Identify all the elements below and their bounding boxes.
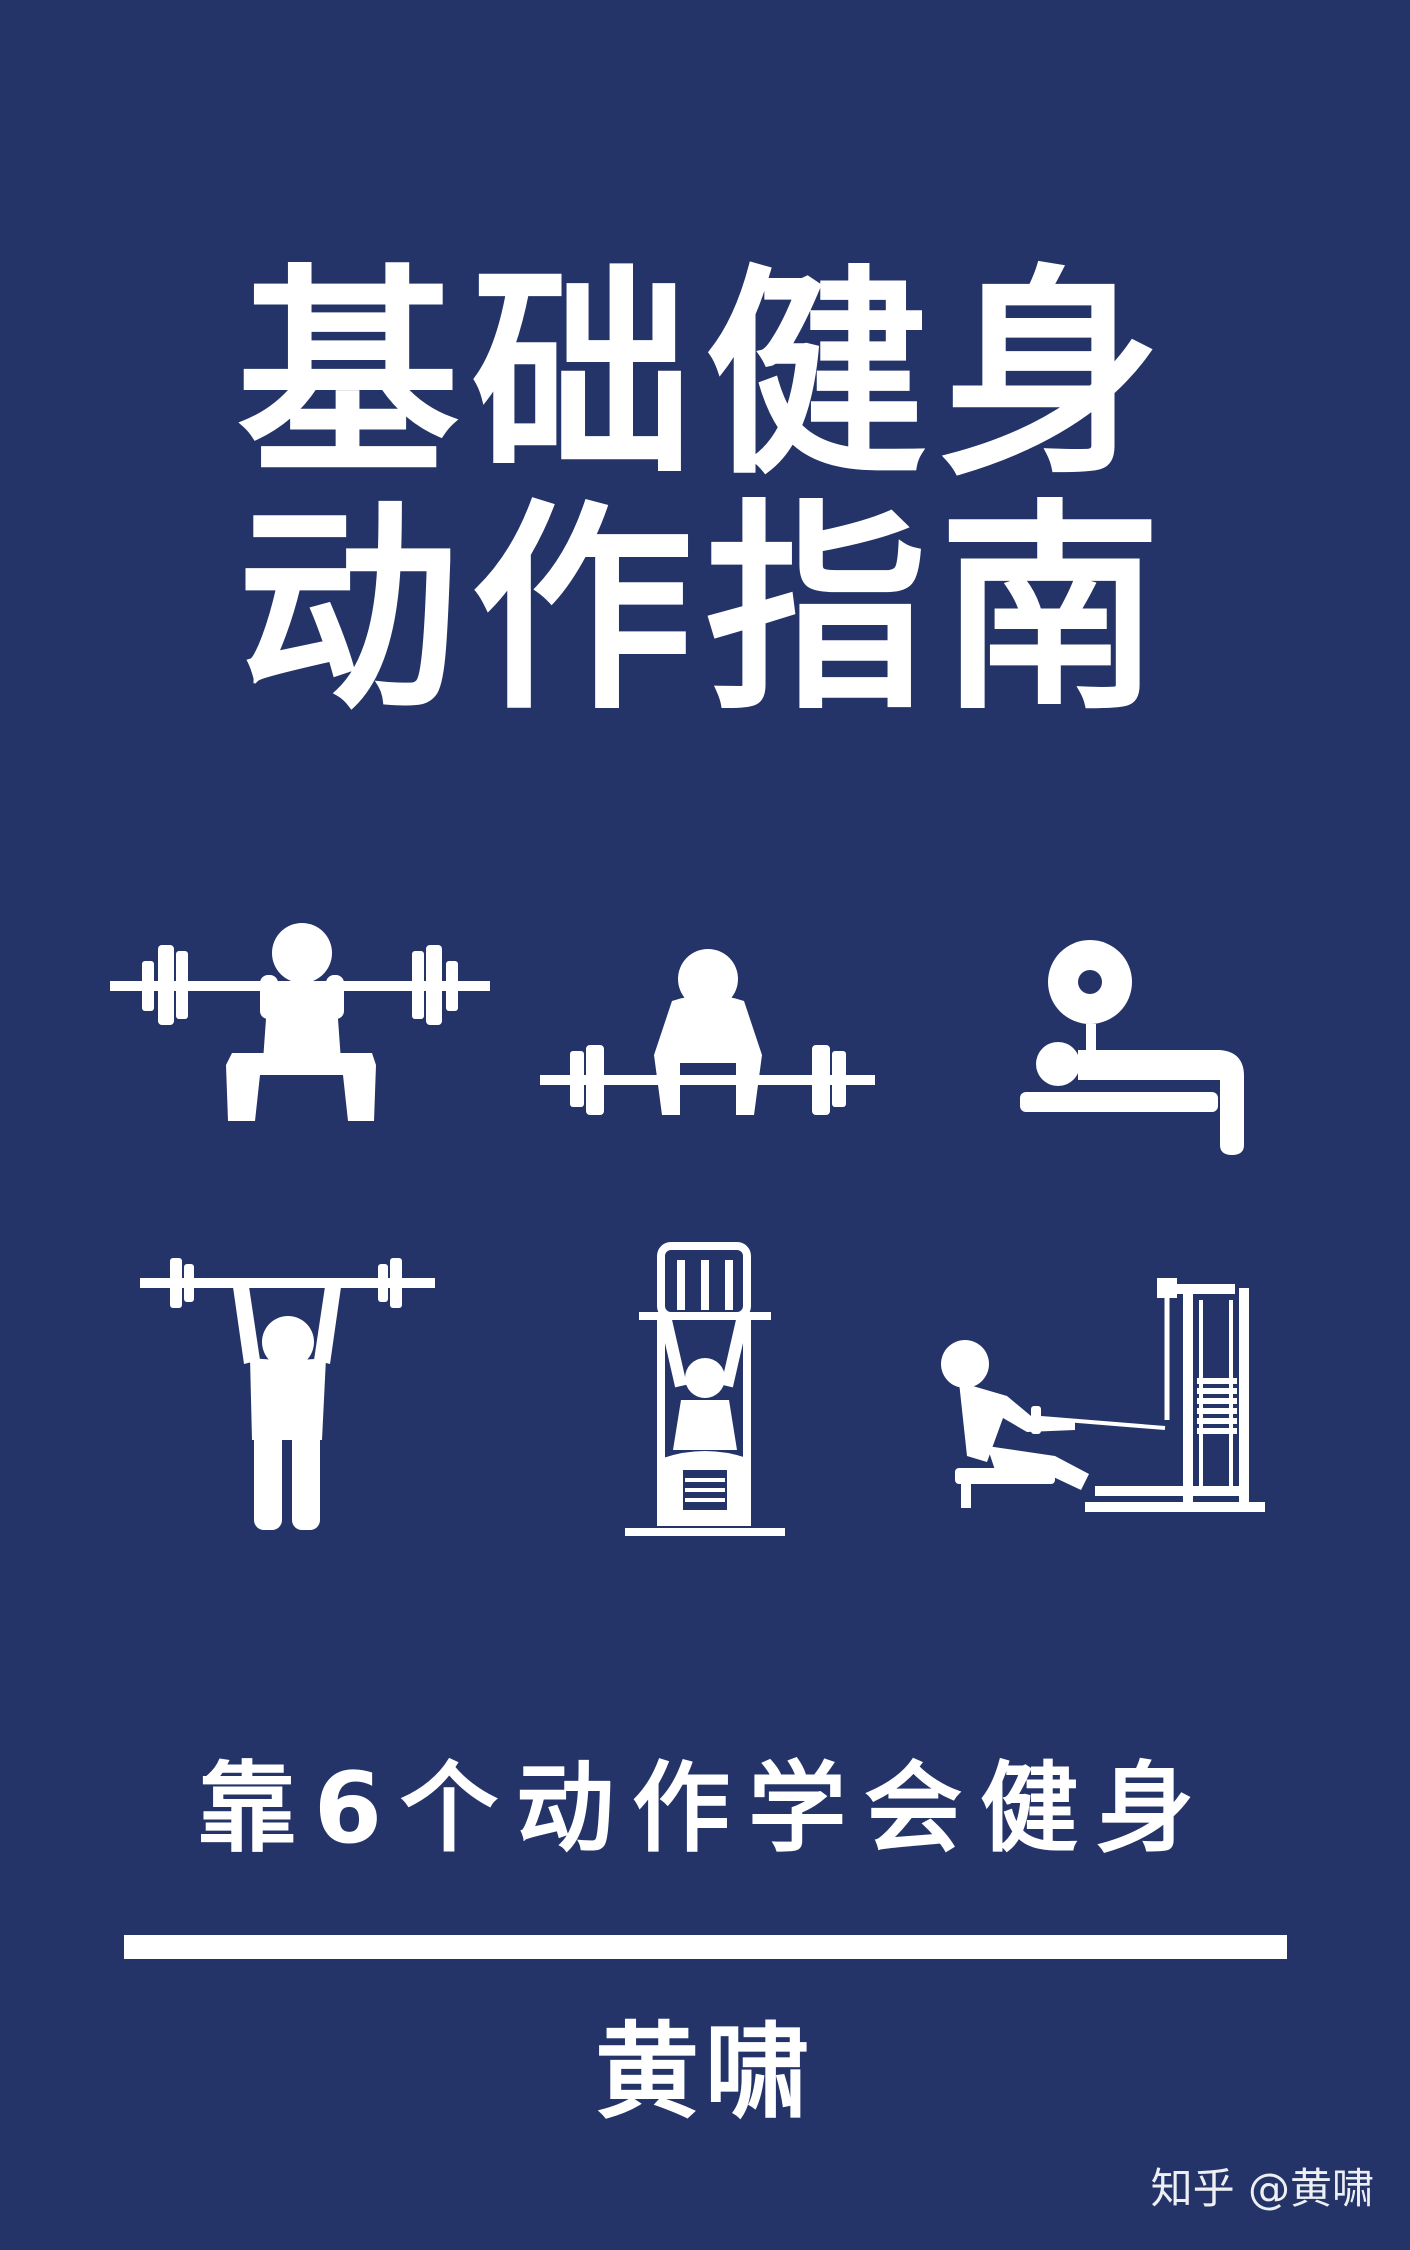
bench-press-icon bbox=[1020, 940, 1250, 1155]
author-name: 黄啸 bbox=[594, 2011, 815, 2133]
overhead-press-icon bbox=[140, 1250, 435, 1530]
watermark: 知乎 @黄啸 bbox=[1150, 2164, 1374, 2213]
deadlift-icon bbox=[540, 945, 875, 1130]
lat-pulldown-icon bbox=[625, 1240, 785, 1540]
title-line-1: 基础健身 bbox=[237, 247, 1173, 505]
subtitle: 靠6个动作学会健身 bbox=[197, 1752, 1213, 1866]
divider bbox=[124, 1935, 1287, 1959]
title-line-2: 动作指南 bbox=[237, 482, 1173, 740]
seated-cable-row-icon bbox=[935, 1270, 1265, 1515]
barbell-squat-icon bbox=[110, 915, 490, 1125]
